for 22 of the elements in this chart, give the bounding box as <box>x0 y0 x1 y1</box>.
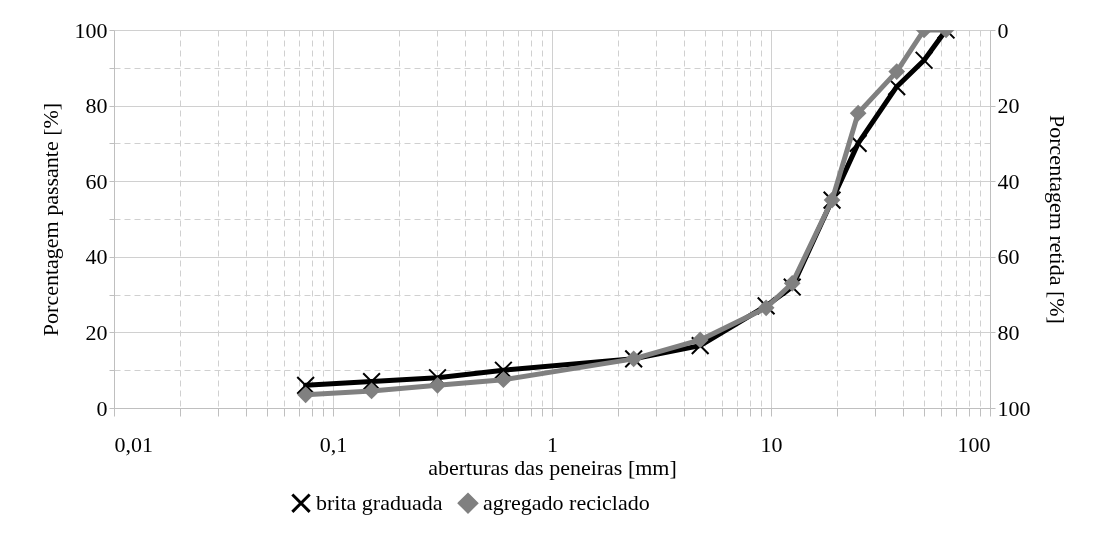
y2-axis-title: Porcentagem retida [%] <box>1044 115 1070 324</box>
y2-tick-label: 100 <box>997 395 1031 421</box>
x-tick-label: 0,1 <box>319 431 348 457</box>
y2-tick-label: 20 <box>997 93 1020 119</box>
y2-tick-label: 80 <box>997 319 1020 345</box>
legend-label: agregado reciclado <box>483 490 650 516</box>
y-tick-label: 40 <box>85 244 108 270</box>
y2-tick-label: 60 <box>997 244 1020 270</box>
x-tick-label: 10 <box>760 431 783 457</box>
y-tick-label: 60 <box>85 168 108 194</box>
y-tick-label: 20 <box>85 319 108 345</box>
x-axis-title: aberturas das peneiras [mm] <box>428 454 677 480</box>
legend-label: brita graduada <box>316 490 443 516</box>
x-tick-label: 100 <box>957 431 991 457</box>
y2-tick-label: 0 <box>997 17 1009 43</box>
y-tick-label: 100 <box>74 17 108 43</box>
y-tick-label: 80 <box>85 93 108 119</box>
x-tick-label: 0,01 <box>114 431 153 457</box>
y2-tick-label: 40 <box>997 168 1020 194</box>
y-tick-label: 0 <box>96 395 108 421</box>
x-tick-label: 1 <box>547 431 558 457</box>
y-axis-title: Porcentagem passante [%] <box>37 102 63 337</box>
